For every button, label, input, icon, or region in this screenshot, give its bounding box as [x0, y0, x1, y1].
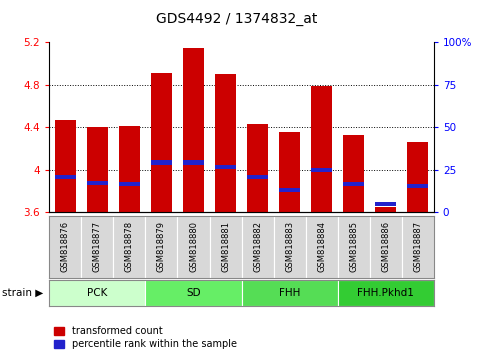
Text: SD: SD [186, 288, 201, 298]
Text: strain ▶: strain ▶ [2, 288, 44, 298]
Bar [407, 184, 428, 188]
Bar [49, 216, 81, 278]
Bar [407, 142, 428, 212]
Bar [279, 188, 300, 192]
Bar [215, 165, 236, 169]
Bar [183, 48, 204, 212]
Bar [242, 216, 274, 278]
Bar [145, 216, 177, 278]
Bar [210, 216, 242, 278]
Text: FHH: FHH [279, 288, 300, 298]
Bar [119, 182, 140, 186]
Text: GSM818887: GSM818887 [413, 221, 423, 273]
Bar [338, 280, 434, 306]
Text: GSM818880: GSM818880 [189, 221, 198, 273]
Bar [247, 124, 268, 212]
Text: GSM818878: GSM818878 [125, 221, 134, 273]
Bar [81, 216, 113, 278]
Text: GDS4492 / 1374832_at: GDS4492 / 1374832_at [156, 12, 317, 27]
Bar [177, 216, 210, 278]
Bar [274, 216, 306, 278]
Text: GSM818883: GSM818883 [285, 221, 294, 273]
Bar [247, 175, 268, 179]
Bar [145, 280, 242, 306]
Text: GSM818877: GSM818877 [93, 221, 102, 273]
Bar [375, 202, 396, 206]
Text: GSM818879: GSM818879 [157, 221, 166, 273]
Text: FHH.Pkhd1: FHH.Pkhd1 [357, 288, 414, 298]
Bar [306, 216, 338, 278]
Bar [402, 216, 434, 278]
Bar [279, 132, 300, 212]
Text: GSM818881: GSM818881 [221, 221, 230, 273]
Bar [375, 207, 396, 212]
Bar [119, 126, 140, 212]
Bar [183, 160, 204, 165]
Bar [343, 182, 364, 186]
Bar [370, 216, 402, 278]
Text: GSM818885: GSM818885 [349, 221, 358, 273]
Bar [87, 127, 108, 212]
Bar [343, 135, 364, 212]
Text: GSM818886: GSM818886 [381, 221, 390, 273]
Text: PCK: PCK [87, 288, 107, 298]
Bar [49, 280, 145, 306]
Bar [151, 73, 172, 212]
Bar [55, 175, 76, 179]
Bar [113, 216, 145, 278]
Bar [242, 280, 338, 306]
Bar [151, 160, 172, 165]
Bar [311, 86, 332, 212]
Text: GSM818882: GSM818882 [253, 221, 262, 273]
Bar [215, 74, 236, 212]
Bar [311, 168, 332, 172]
Legend: transformed count, percentile rank within the sample: transformed count, percentile rank withi… [54, 326, 237, 349]
Text: GSM818884: GSM818884 [317, 221, 326, 273]
Bar [87, 181, 108, 185]
Text: GSM818876: GSM818876 [61, 221, 70, 273]
Bar [55, 120, 76, 212]
Bar [338, 216, 370, 278]
